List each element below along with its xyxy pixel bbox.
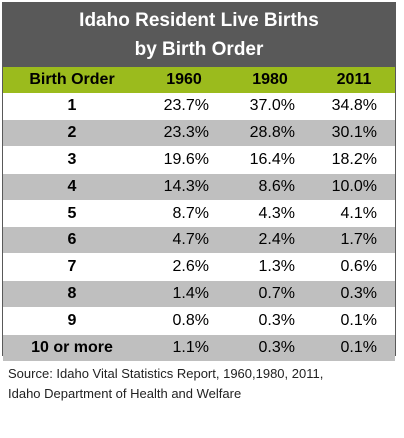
header-row: Birth Order 1960 1980 2011 [3, 67, 395, 93]
table-row: 3 19.6% 16.4% 18.2% [3, 146, 395, 174]
percent-cell-2011: 0.3% [313, 280, 395, 309]
table-row: 7 2.6% 1.3% 0.6% [3, 253, 395, 282]
percent-cell-1980: 28.8% [227, 119, 313, 147]
table-row: 1 23.7% 37.0% 34.8% [3, 93, 395, 120]
birth-order-cell: 9 [3, 307, 141, 336]
percent-cell-1980: 0.7% [227, 280, 313, 309]
column-header-2011: 2011 [313, 67, 395, 93]
birth-order-cell: 10 or more [3, 334, 141, 362]
percent-cell-2011: 0.6% [313, 253, 395, 282]
percent-cell-1980: 16.4% [227, 146, 313, 174]
percent-cell-1960: 1.4% [141, 280, 227, 309]
table-row: 4 14.3% 8.6% 10.0% [3, 173, 395, 201]
percent-cell-1980: 37.0% [227, 93, 313, 120]
percent-cell-1980: 1.3% [227, 253, 313, 282]
column-header-1960: 1960 [141, 67, 227, 93]
percent-cell-2011: 30.1% [313, 119, 395, 147]
percent-cell-1980: 4.3% [227, 200, 313, 228]
percent-cell-1960: 14.3% [141, 173, 227, 201]
birth-order-cell: 2 [3, 119, 141, 147]
percent-cell-1960: 23.3% [141, 119, 227, 147]
column-header-1980: 1980 [227, 67, 313, 93]
birth-order-cell: 5 [3, 200, 141, 228]
table-subtitle: by Birth Order [134, 39, 264, 60]
table-row: 8 1.4% 0.7% 0.3% [3, 280, 395, 309]
percent-cell-2011: 18.2% [313, 146, 395, 174]
birth-order-cell: 7 [3, 253, 141, 282]
percent-cell-1980: 2.4% [227, 226, 313, 255]
birth-order-cell: 4 [3, 173, 141, 201]
percent-cell-1960: 0.8% [141, 307, 227, 336]
source-line-1: Source: Idaho Vital Statistics Report, 1… [8, 366, 324, 381]
table-title: Idaho Resident Live Births [79, 10, 319, 31]
percent-cell-1960: 23.7% [141, 93, 227, 120]
table-title-block: Idaho Resident Live Births by Birth Orde… [3, 3, 395, 67]
birth-order-cell: 3 [3, 146, 141, 174]
births-table: Birth Order 1960 1980 2011 1 23.7% 37.0% 34… [3, 67, 395, 362]
table-row: 10 or more 1.1% 0.3% 0.1% [3, 334, 395, 362]
table-row: 2 23.3% 28.8% 30.1% [3, 119, 395, 147]
birth-order-cell: 6 [3, 226, 141, 255]
table-row: 6 4.7% 2.4% 1.7% [3, 226, 395, 255]
percent-cell-2011: 10.0% [313, 173, 395, 201]
table-row: 9 0.8% 0.3% 0.1% [3, 307, 395, 336]
percent-cell-2011: 4.1% [313, 200, 395, 228]
percent-cell-2011: 0.1% [313, 307, 395, 336]
percent-cell-1980: 0.3% [227, 334, 313, 362]
percent-cell-1960: 8.7% [141, 200, 227, 228]
percent-cell-2011: 0.1% [313, 334, 395, 362]
percent-cell-1980: 0.3% [227, 307, 313, 336]
table-body: 1 23.7% 37.0% 34.8% 2 23.3% 28.8% 30.1% 3 19.6% 16… [3, 93, 395, 362]
table-frame: Idaho Resident Live Births by Birth Orde… [2, 2, 396, 362]
source-note: Source: Idaho Vital Statistics Report, 1… [8, 364, 398, 404]
percent-cell-1960: 2.6% [141, 253, 227, 282]
percent-cell-2011: 1.7% [313, 226, 395, 255]
source-line-2: Idaho Department of Health and Welfare [8, 386, 242, 401]
column-header-birth-order: Birth Order [3, 67, 141, 93]
table-row: 5 8.7% 4.3% 4.1% [3, 200, 395, 228]
percent-cell-2011: 34.8% [313, 93, 395, 120]
percent-cell-1960: 4.7% [141, 226, 227, 255]
birth-order-cell: 8 [3, 280, 141, 309]
percent-cell-1960: 1.1% [141, 334, 227, 362]
birth-order-cell: 1 [3, 93, 141, 120]
percent-cell-1960: 19.6% [141, 146, 227, 174]
percent-cell-1980: 8.6% [227, 173, 313, 201]
